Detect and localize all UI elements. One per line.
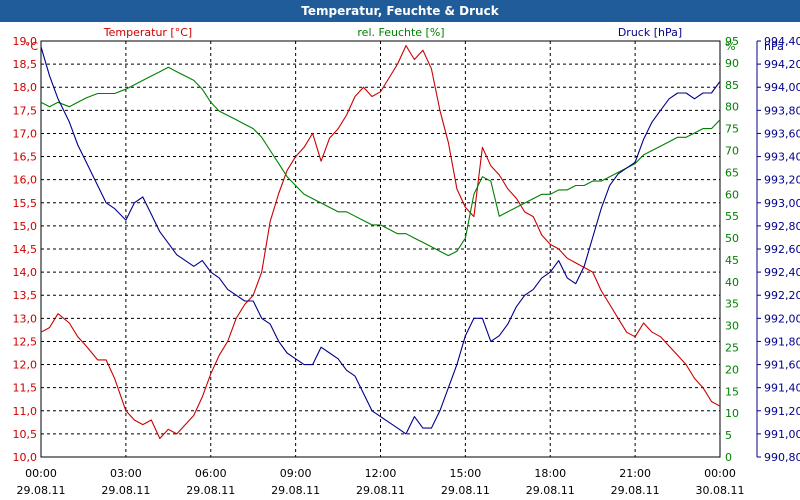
pressure-axis-tick-label: 994,20: [764, 58, 800, 71]
temperature-axis-tick-label: 18,5: [13, 58, 38, 71]
temperature-axis-tick-label: 13,5: [13, 289, 38, 302]
temperature-axis-tick-label: 19,0: [13, 35, 38, 48]
temperature-axis-tick-label: 17,5: [13, 104, 38, 117]
x-tick-label-time: 03:00: [110, 467, 142, 480]
window-title-bar: Temperatur, Feuchte & Druck: [0, 0, 800, 22]
pressure-axis-tick-label: 993,60: [764, 127, 800, 140]
x-tick-label-date: 29.08.11: [526, 484, 575, 497]
humidity-axis-tick-label: 55: [725, 210, 739, 223]
pressure-axis-tick-label: 991,60: [764, 359, 800, 372]
humidity-axis-tick-label: 60: [725, 188, 739, 201]
chart-labels: 00:00 29.08.11 03:00 29.08.11 06:00 29.08.11 0…: [17, 26, 745, 497]
pressure-axis-tick-label: 993,80: [764, 104, 800, 117]
pressure-axis-tick-label: 993,00: [764, 197, 800, 210]
x-tick-label-time: 09:00: [280, 467, 312, 480]
pressure-axis-unit: hPa: [764, 40, 784, 53]
temperature-axis-tick-label: 11,5: [13, 382, 38, 395]
x-tick-label-date: 29.08.11: [186, 484, 235, 497]
temperature-axis-tick-label: 16,5: [13, 151, 38, 164]
pressure-axis-tick-label: 993,20: [764, 174, 800, 187]
humidity-axis-tick-label: 30: [725, 320, 739, 333]
temperature-axis-tick-label: 14,0: [13, 266, 38, 279]
humidity-axis-tick-label: 85: [725, 79, 739, 92]
humidity-axis-tick-label: 80: [725, 101, 739, 114]
pressure-axis-tick-label: 991,20: [764, 405, 800, 418]
x-tick-label-time: 12:00: [365, 467, 397, 480]
humidity-axis-tick-label: 35: [725, 298, 739, 311]
temperature-axis-tick-label: 15,5: [13, 197, 38, 210]
x-tick-label-time: 21:00: [619, 467, 651, 480]
x-tick-label-time: 00:00: [25, 467, 57, 480]
temperature-axis-tick-label: 12,0: [13, 359, 38, 372]
humidity-axis-tick-label: 45: [725, 254, 739, 267]
x-tick-label-date: 29.08.11: [356, 484, 405, 497]
humidity-axis-tick-label: 40: [725, 276, 739, 289]
x-tick-label-date: 29.08.11: [17, 484, 66, 497]
humidity-axis-tick-label: 10: [725, 407, 739, 420]
chart-series: [40, 45, 721, 440]
x-tick-label-time: 15:00: [450, 467, 482, 480]
series-line-pressure: [40, 46, 721, 435]
pressure-axis-tick-label: 992,60: [764, 243, 800, 256]
pressure-axis-tick-label: 994,00: [764, 81, 800, 94]
temperature-axis-tick-label: 17,0: [13, 127, 38, 140]
humidity-axis-tick-label: 5: [725, 429, 732, 442]
temperature-axis-tick-label: 16,0: [13, 174, 38, 187]
temperature-axis-tick-label: 10,5: [13, 428, 38, 441]
temperature-axis-tick-label: 13,0: [13, 312, 38, 325]
series-label: Temperatur [°C]: [103, 26, 192, 39]
pressure-axis-tick-label: 992,80: [764, 220, 800, 233]
humidity-axis-tick-label: 90: [725, 57, 739, 70]
humidity-axis-unit: %: [725, 40, 735, 53]
humidity-axis-tick-label: 95: [725, 35, 739, 48]
temperature-axis-unit: °C: [25, 40, 39, 53]
pressure-axis-tick-label: 991,80: [764, 335, 800, 348]
temperature-axis-tick-label: 14,5: [13, 243, 38, 256]
pressure-axis-tick-label: 991,40: [764, 382, 800, 395]
temperature-axis-tick-label: 12,5: [13, 335, 38, 348]
pressure-axis-tick-label: 992,20: [764, 289, 800, 302]
series-line-temperature: [40, 45, 721, 440]
window-title: Temperatur, Feuchte & Druck: [301, 4, 499, 18]
series-line-humidity: [40, 66, 721, 257]
series-label: rel. Feuchte [%]: [357, 26, 444, 39]
pressure-axis-tick-label: 992,40: [764, 266, 800, 279]
x-tick-label-date: 29.08.11: [611, 484, 660, 497]
pressure-axis-tick-label: 993,40: [764, 151, 800, 164]
temperature-axis-tick-label: 18,0: [13, 81, 38, 94]
pressure-axis-tick-label: 992,00: [764, 312, 800, 325]
chart-grid: [41, 41, 720, 457]
pressure-axis-tick-label: 994,40: [764, 35, 800, 48]
x-tick-label-time: 06:00: [195, 467, 227, 480]
x-tick-label-date: 29.08.11: [101, 484, 150, 497]
x-tick-label-time: 00:00: [704, 467, 736, 480]
humidity-axis-tick-label: 0: [725, 451, 732, 464]
humidity-axis-tick-label: 15: [725, 385, 739, 398]
humidity-axis-tick-label: 25: [725, 342, 739, 355]
humidity-axis-tick-label: 50: [725, 232, 739, 245]
humidity-axis-tick-label: 70: [725, 144, 739, 157]
pressure-axis-tick-label: 990,80: [764, 451, 800, 464]
temperature-axis-tick-label: 10,0: [13, 451, 38, 464]
humidity-axis-tick-label: 20: [725, 363, 739, 376]
x-tick-label-date: 29.08.11: [441, 484, 490, 497]
humidity-axis-tick-label: 75: [725, 123, 739, 136]
x-tick-label-date: 29.08.11: [271, 484, 320, 497]
temperature-axis-tick-label: 11,0: [13, 405, 38, 418]
pressure-axis-tick-label: 991,00: [764, 428, 800, 441]
series-label: Druck [hPa]: [618, 26, 682, 39]
temperature-axis-tick-label: 15,0: [13, 220, 38, 233]
chart-axes: 10,0 10,5 11,0 11,5 12,0 12,5 13,0 13,5 14,0 14,5…: [13, 35, 800, 464]
x-tick-label-time: 18:00: [534, 467, 566, 480]
x-tick-label-date: 30.08.11: [696, 484, 745, 497]
humidity-axis-tick-label: 65: [725, 166, 739, 179]
